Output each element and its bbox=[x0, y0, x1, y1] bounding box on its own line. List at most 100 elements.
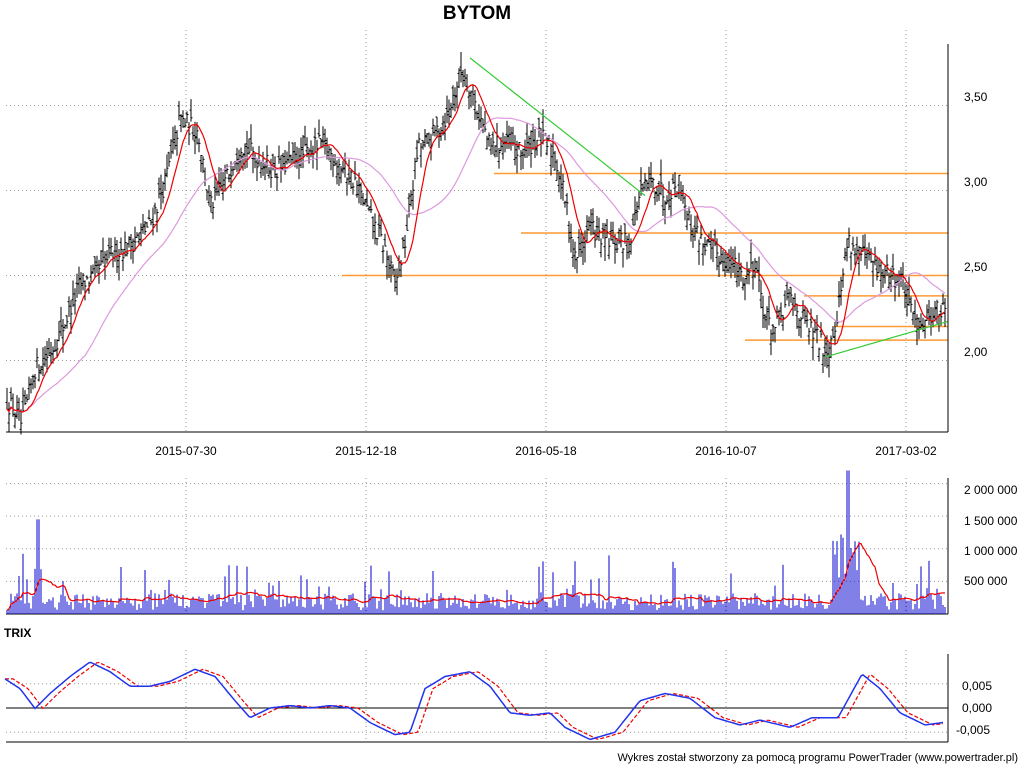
price-bar bbox=[167, 151, 171, 167]
price-bar bbox=[31, 374, 35, 390]
price-bar bbox=[549, 143, 553, 176]
price-bar bbox=[489, 137, 493, 155]
price-bar bbox=[661, 184, 665, 216]
price-bar bbox=[303, 125, 307, 147]
price-bar bbox=[55, 339, 59, 358]
price-bar bbox=[407, 193, 411, 218]
price-bar bbox=[653, 191, 657, 206]
price-bar bbox=[805, 307, 809, 328]
price-bar bbox=[289, 154, 293, 164]
price-bar bbox=[757, 256, 761, 293]
price-bar bbox=[625, 235, 629, 260]
price-bar bbox=[7, 402, 11, 432]
x-tick-label: 2016-10-07 bbox=[695, 444, 757, 458]
price-bar bbox=[419, 142, 423, 168]
price-bar bbox=[701, 243, 705, 266]
price-bar bbox=[319, 138, 323, 149]
price-bar bbox=[83, 280, 87, 301]
price-bar bbox=[189, 99, 193, 122]
price-bar bbox=[361, 192, 365, 206]
price-bar bbox=[719, 245, 723, 265]
price-bar bbox=[633, 196, 637, 226]
price-bar bbox=[135, 232, 139, 239]
price-bar bbox=[663, 200, 667, 225]
price-bar bbox=[575, 257, 579, 274]
price-bar bbox=[785, 281, 789, 301]
trend-lines bbox=[469, 57, 949, 358]
price-bar bbox=[283, 149, 287, 175]
price-bar bbox=[71, 280, 75, 307]
price-bar bbox=[505, 120, 509, 149]
price-bar bbox=[19, 409, 23, 435]
price-bar bbox=[819, 322, 823, 338]
price-bar bbox=[67, 296, 71, 317]
moving-average-slow bbox=[6, 117, 946, 413]
price-bar bbox=[639, 167, 643, 196]
price-bar bbox=[79, 272, 83, 295]
price-bar bbox=[851, 236, 855, 252]
price-bar bbox=[417, 132, 421, 144]
price-bar bbox=[177, 101, 181, 121]
price-bar bbox=[741, 277, 745, 291]
price-bar bbox=[367, 206, 371, 212]
price-bar bbox=[391, 264, 395, 275]
price-bar bbox=[251, 146, 255, 174]
price-bar bbox=[685, 210, 689, 231]
price-bar bbox=[179, 114, 183, 133]
price-bar bbox=[207, 185, 211, 206]
price-bar bbox=[27, 376, 31, 400]
price-bar bbox=[457, 68, 461, 89]
price-bar bbox=[909, 296, 913, 313]
price-bar bbox=[449, 102, 453, 119]
price-bar bbox=[589, 209, 593, 236]
price-bar bbox=[923, 319, 927, 339]
price-bar bbox=[699, 224, 703, 239]
price-bar bbox=[875, 256, 879, 281]
price-bar bbox=[737, 252, 741, 287]
price-bar bbox=[935, 299, 939, 324]
price-bar bbox=[421, 139, 425, 150]
price-bar bbox=[825, 335, 829, 369]
price-bar bbox=[375, 237, 379, 246]
price-bar bbox=[137, 232, 141, 246]
price-bar bbox=[887, 272, 891, 290]
price-bar bbox=[689, 214, 693, 242]
price-bar bbox=[413, 157, 417, 180]
price-bar bbox=[255, 159, 259, 182]
price-bar bbox=[581, 233, 585, 266]
price-y-tick-label: 2,00 bbox=[964, 345, 988, 359]
price-bar bbox=[277, 145, 281, 164]
price-bar bbox=[469, 90, 473, 108]
price-bar bbox=[247, 138, 251, 155]
price-bar bbox=[573, 241, 577, 270]
price-bar bbox=[735, 263, 739, 288]
price-bar bbox=[687, 206, 691, 221]
price-bar bbox=[823, 337, 827, 367]
price-bar bbox=[275, 173, 279, 192]
price-bar bbox=[839, 276, 843, 306]
price-bar bbox=[33, 374, 37, 389]
price-bar bbox=[345, 177, 349, 196]
price-bar bbox=[877, 257, 881, 274]
price-bar bbox=[709, 230, 713, 260]
price-bar bbox=[703, 236, 707, 256]
price-bar bbox=[795, 303, 799, 329]
price-bar bbox=[491, 131, 495, 155]
price-bar bbox=[891, 253, 895, 280]
volume-y-tick-label: 500 000 bbox=[964, 574, 1008, 588]
price-bar bbox=[817, 347, 821, 362]
price-bar bbox=[797, 318, 801, 337]
price-bar bbox=[743, 277, 747, 301]
price-bar bbox=[659, 159, 663, 196]
price-bar bbox=[915, 314, 919, 346]
chart-title: BYTOM bbox=[443, 3, 511, 24]
price-bar bbox=[837, 281, 841, 308]
price-bar bbox=[437, 128, 441, 148]
price-bar bbox=[609, 221, 613, 241]
price-bar bbox=[571, 239, 575, 268]
price-bar bbox=[593, 229, 597, 248]
trix-y-tick-label: 0,000 bbox=[962, 701, 992, 715]
price-bar bbox=[919, 313, 923, 329]
price-bar bbox=[145, 221, 149, 228]
price-bar bbox=[81, 273, 85, 291]
